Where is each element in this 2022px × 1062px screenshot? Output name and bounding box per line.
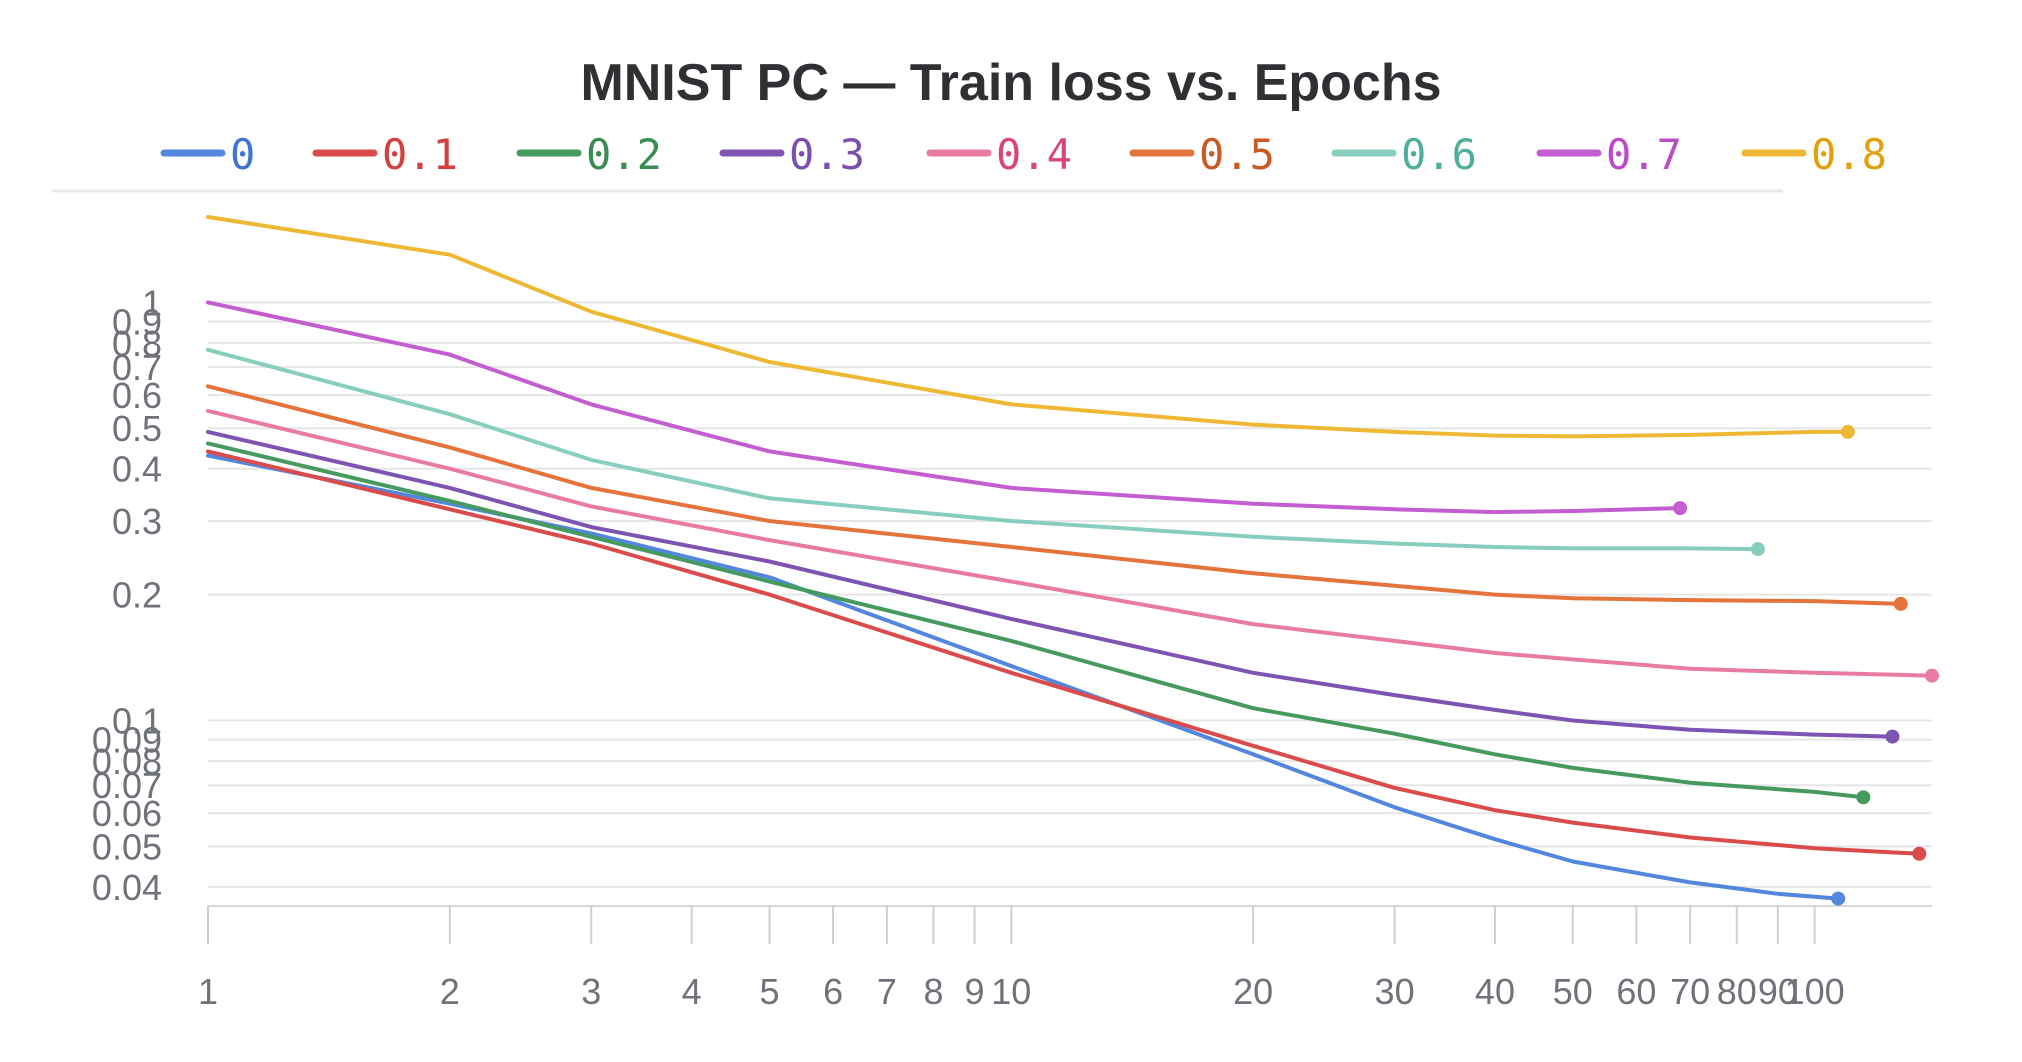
series-end-marker-0-2: [1856, 790, 1871, 805]
legend-label: 0.4: [996, 130, 1072, 179]
legend-label: 0: [230, 130, 255, 179]
series-end-marker-0-8: [1840, 424, 1855, 439]
legend-label: 0.8: [1811, 130, 1887, 179]
y-tick-label-0-04: 0.04: [92, 867, 162, 908]
y-tick-label-0-2: 0.2: [112, 575, 162, 616]
y-tick-label-0-1: 0.1: [112, 700, 162, 741]
series-line-0-6: [206, 347, 1760, 552]
y-tick-label-0-06: 0.06: [92, 793, 162, 834]
x-tick-label-2: 2: [440, 971, 460, 1012]
legend-item-0-2: 0.2: [516, 130, 662, 179]
x-tick-label-1: 1: [198, 971, 218, 1012]
series-line-0-1: [206, 449, 1922, 856]
series-end-marker-0-6: [1750, 542, 1765, 557]
x-tick-label-40: 40: [1475, 971, 1515, 1012]
legend-item-0-6: 0.6: [1331, 130, 1477, 179]
x-tick-label-60: 60: [1616, 971, 1656, 1012]
series-end-marker-0-1: [1912, 846, 1927, 861]
series-line-0-2: [206, 441, 1866, 800]
y-tick-label-0-05: 0.05: [92, 826, 162, 867]
series-end-marker-0-5: [1893, 596, 1908, 611]
y-tick-label-0-07: 0.07: [92, 765, 162, 806]
y-tick-label-1: 1: [142, 282, 162, 323]
y-tick-label-0-9: 0.9: [112, 301, 162, 342]
series-line-0: [206, 453, 1841, 901]
legend-label: 0.5: [1199, 130, 1275, 179]
plot-area: [206, 215, 1939, 906]
x-tick-label-3: 3: [581, 971, 601, 1012]
x-tick-label-50: 50: [1553, 971, 1593, 1012]
x-tick-label-8: 8: [923, 971, 943, 1012]
series-line-0-5: [206, 384, 1903, 606]
y-tick-label-0-8: 0.8: [112, 323, 162, 364]
y-tick-label-0-08: 0.08: [92, 741, 162, 782]
x-tick-label-90: 90: [1758, 971, 1798, 1012]
series-line-0-4: [206, 408, 1934, 678]
series-end-marker-0-3: [1885, 729, 1900, 744]
legend-item-0: 0: [160, 130, 255, 179]
y-tick-label-0-3: 0.3: [112, 501, 162, 542]
y-tick-label-0-09: 0.09: [92, 720, 162, 761]
legend-label: 0.6: [1401, 130, 1477, 179]
series-line-0-3: [206, 429, 1895, 739]
chart-title: MNIST PC — Train loss vs. Epochs: [580, 54, 1441, 112]
legend-item-0-8: 0.8: [1741, 130, 1887, 179]
x-tick-label-5: 5: [759, 971, 779, 1012]
y-axis: 0.040.050.060.070.080.090.10.20.30.40.50…: [92, 282, 162, 908]
legend-item-0-5: 0.5: [1129, 130, 1275, 179]
x-tick-label-70: 70: [1670, 971, 1710, 1012]
series-end-marker-0-4: [1925, 668, 1939, 683]
legend-item-0-4: 0.4: [926, 130, 1072, 179]
x-tick-label-9: 9: [965, 971, 985, 1012]
series-end-marker-0-7: [1673, 501, 1688, 516]
legend-item-0-1: 0.1: [312, 130, 458, 179]
legend-item-0-7: 0.7: [1536, 130, 1682, 179]
legend-label: 0.3: [789, 130, 865, 179]
legend: 0 0.1 0.2 0.3 0.4 0.5 0.6 0.7 0.8: [160, 130, 1887, 179]
y-gridlines: [208, 301, 1932, 888]
legend-label: 0.7: [1606, 130, 1682, 179]
x-tick-label-100: 100: [1785, 971, 1845, 1012]
legend-label: 0.1: [382, 130, 458, 179]
series-line-0-7: [206, 300, 1683, 515]
x-tick-label-30: 30: [1375, 971, 1415, 1012]
legend-item-0-3: 0.3: [719, 130, 865, 179]
x-tick-label-4: 4: [682, 971, 702, 1012]
series-line-0-8: [206, 215, 1850, 439]
y-tick-label-0-5: 0.5: [112, 408, 162, 449]
series-end-marker-0: [1831, 891, 1846, 906]
y-tick-label-0-7: 0.7: [112, 347, 162, 388]
y-tick-label-0-4: 0.4: [112, 449, 162, 490]
x-tick-label-7: 7: [877, 971, 897, 1012]
x-tick-label-80: 80: [1717, 971, 1757, 1012]
y-tick-label-0-6: 0.6: [112, 375, 162, 416]
x-tick-label-10: 10: [991, 971, 1031, 1012]
x-tick-label-20: 20: [1233, 971, 1273, 1012]
legend-label: 0.2: [586, 130, 662, 179]
x-tick-label-6: 6: [823, 971, 843, 1012]
